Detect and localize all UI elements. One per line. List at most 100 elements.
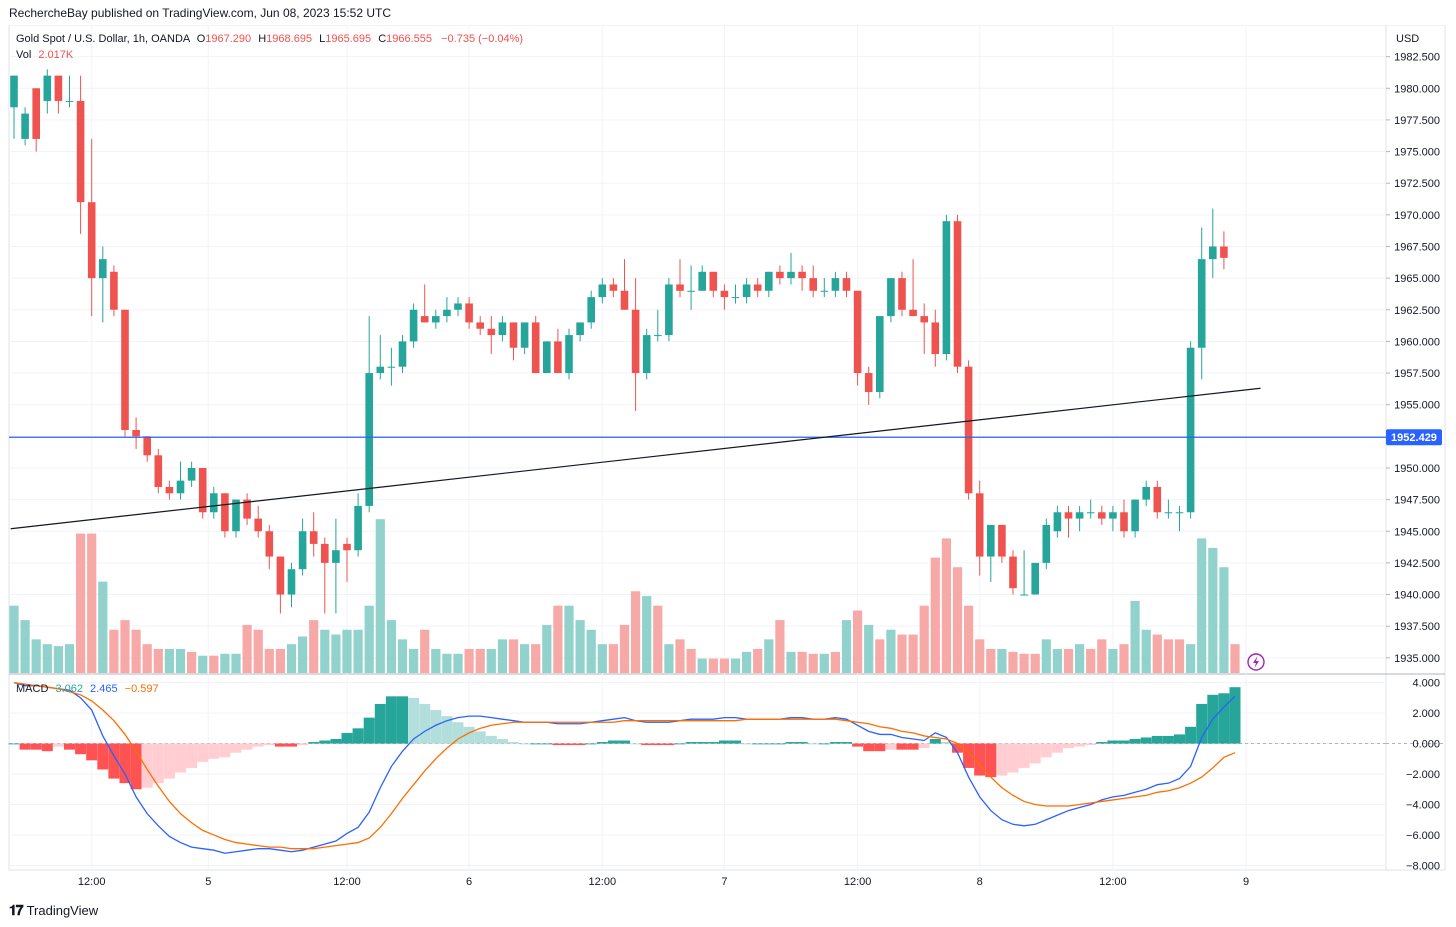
candle-body <box>631 309 640 374</box>
candle-body <box>232 499 240 532</box>
candle <box>1009 550 1017 595</box>
close-value: 1966.555 <box>386 33 432 45</box>
macd-tick-label: −2.000 <box>1406 769 1440 781</box>
candle <box>776 265 784 285</box>
tradingview-logo-icon: 𝟏𝟕 <box>9 902 24 918</box>
candle <box>221 493 229 538</box>
macd-tick-label: 2.000 <box>1412 708 1440 720</box>
macd-histogram-bar <box>1107 740 1119 744</box>
time-tick-label: 12:00 <box>78 876 106 888</box>
volume-bar <box>1086 648 1096 673</box>
candle-body <box>110 271 118 310</box>
candle <box>365 316 373 513</box>
candle-body <box>1209 246 1217 260</box>
high-label: H <box>258 33 266 45</box>
candle-body <box>121 309 129 430</box>
candle <box>487 316 496 355</box>
candle-body <box>887 278 895 317</box>
svg-text:MACD 3.062 2.465 −: MACD 3.062 2.465 −0.597 <box>16 683 159 695</box>
candle-body <box>543 341 551 374</box>
volume-bar <box>997 648 1007 673</box>
macd-histogram-bar <box>230 743 242 753</box>
volume-bar <box>209 655 219 673</box>
candle <box>210 486 218 519</box>
macd-histogram-bar <box>297 743 309 746</box>
candle-body <box>454 303 462 310</box>
price-tick-label: 1957.500 <box>1394 368 1440 380</box>
candle-body <box>1153 486 1162 513</box>
candle <box>820 278 829 298</box>
volume-bar <box>986 648 996 673</box>
volume-bar <box>442 653 452 673</box>
candle-body <box>1142 486 1150 500</box>
candle <box>531 316 540 374</box>
volume-bar <box>686 648 696 673</box>
candle <box>354 493 362 557</box>
candle <box>520 322 529 355</box>
candle <box>576 322 584 342</box>
candle <box>809 265 817 298</box>
volume-bar <box>87 533 97 673</box>
macd-histogram-bar <box>397 696 408 744</box>
candle-body <box>676 284 684 291</box>
macd-histogram-bar <box>619 740 630 744</box>
macd-histogram-bar <box>52 743 64 747</box>
macd-histogram-bar <box>508 742 519 744</box>
macd-hist-value: 3.062 <box>55 683 83 695</box>
candle <box>787 252 795 285</box>
macd-histogram-bar <box>496 738 508 744</box>
candle-body <box>898 278 906 310</box>
candle-body <box>598 284 607 298</box>
candle-body <box>698 271 706 291</box>
macd-histogram-bar <box>841 742 852 744</box>
candle <box>276 556 285 614</box>
lightning-icon[interactable] <box>1247 653 1265 671</box>
candle-body <box>642 335 651 374</box>
candle-body <box>298 531 307 570</box>
macd-histogram-bar <box>408 697 420 744</box>
macd-histogram-bar <box>252 743 264 747</box>
macd-histogram-bar <box>907 743 919 750</box>
price-tick-label: 1940.000 <box>1394 590 1440 602</box>
macd-histogram-bar <box>352 728 364 744</box>
candle-body <box>87 202 96 279</box>
volume-bar <box>1097 639 1107 673</box>
macd-histogram-bar <box>130 743 142 790</box>
macd-histogram-bar <box>1196 703 1208 744</box>
candle-body <box>565 335 573 374</box>
candle <box>1098 505 1106 525</box>
candle <box>831 271 840 298</box>
volume-bar <box>1019 653 1029 673</box>
candle <box>232 499 240 538</box>
volume-bars <box>9 519 1240 673</box>
open-value: 1967.290 <box>205 33 251 45</box>
macd-histogram-bar <box>1151 735 1163 744</box>
candle <box>842 271 851 298</box>
volume-bar <box>331 634 341 673</box>
macd-histogram-bar <box>1029 743 1041 764</box>
footer-brand[interactable]: 𝟏𝟕 TradingView <box>9 902 98 919</box>
candle <box>1175 505 1184 532</box>
volume-bar <box>76 533 86 673</box>
candle <box>1120 499 1128 538</box>
macd-histogram-bar <box>796 742 808 744</box>
volume-bar <box>886 629 896 673</box>
macd-tick-label: −6.000 <box>1406 830 1440 842</box>
volume-bar <box>420 629 430 673</box>
macd-histogram-bar <box>541 743 553 745</box>
candle <box>1131 499 1139 538</box>
candle <box>543 341 551 374</box>
candle-body <box>964 366 973 494</box>
candle <box>99 246 107 323</box>
price-tick-label: 1970.000 <box>1394 210 1440 222</box>
volume-bar <box>386 620 396 673</box>
candle-body <box>1042 524 1051 563</box>
trading-chart[interactable]: 1935.000 1937.500 1940.000 1942.500 1945.000… <box>0 25 1456 897</box>
volume-bar <box>964 605 974 673</box>
candle-body <box>1064 512 1073 519</box>
candle <box>654 309 662 342</box>
candle-body <box>520 322 529 348</box>
macd-histogram-bar <box>219 743 231 758</box>
macd-histogram-bar <box>674 743 686 745</box>
candle <box>609 278 618 298</box>
